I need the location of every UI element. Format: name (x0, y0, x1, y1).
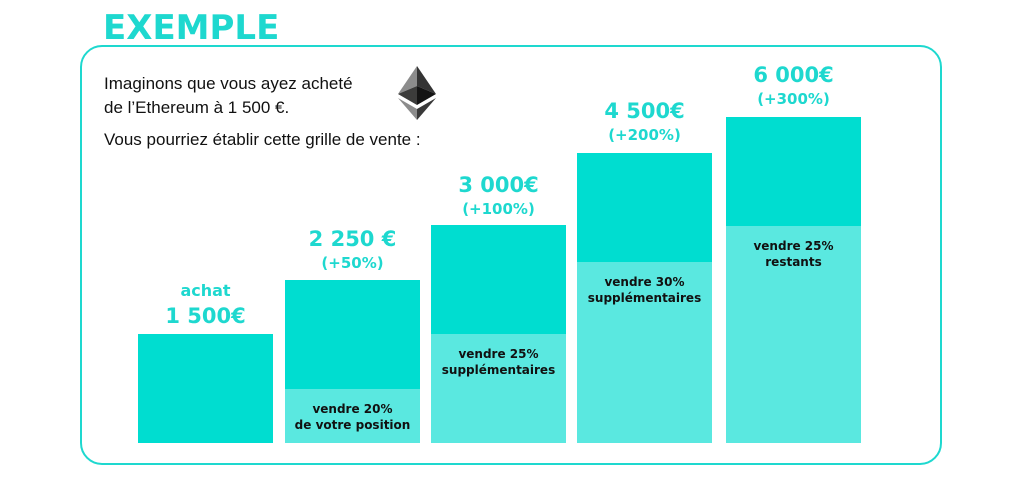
step-amount-0: 1 500€ (165, 304, 246, 328)
intro-line-2: de l’Ethereum à 1 500 €. (104, 98, 290, 117)
step-price-0: achat 1 500€ (138, 279, 273, 329)
step-percent-3: (+200%) (608, 126, 681, 144)
step-bar-0 (138, 334, 273, 443)
step-amount-1: 2 250 € (308, 227, 397, 251)
step-price-2: 3 000€ (+100%) (431, 172, 566, 220)
step-bar-top-0 (138, 334, 273, 443)
step-label-0: achat (180, 281, 231, 300)
intro-line-3: Vous pourriez établir cette grille de ve… (104, 130, 421, 149)
page-title: EXEMPLE (103, 8, 280, 48)
step-sell-2: vendre 25% supplémentaires (441, 347, 556, 377)
step-bar-4: vendre 25% restants (726, 117, 861, 443)
step-price-1: 2 250 € (+50%) (285, 226, 420, 274)
step-bar-top-2 (431, 225, 566, 334)
step-sell-4: vendre 25% restants (753, 239, 834, 269)
step-amount-3: 4 500€ (604, 99, 685, 123)
step-price-4: 6 000€ (+300%) (726, 62, 861, 110)
step-price-3: 4 500€ (+200%) (577, 98, 712, 146)
example-panel (80, 45, 942, 465)
step-bar-bottom-1: vendre 20% de votre position (285, 389, 420, 443)
step-amount-2: 3 000€ (458, 173, 539, 197)
step-bar-3: vendre 30% supplémentaires (577, 153, 712, 443)
intro-line-1: Imaginons que vous ayez acheté (104, 74, 353, 93)
step-bar-2: vendre 25% supplémentaires (431, 225, 566, 443)
step-sell-1: vendre 20% de votre position (294, 402, 411, 432)
step-bar-top-3 (577, 153, 712, 262)
ethereum-icon (398, 66, 436, 120)
step-sell-3: vendre 30% supplémentaires (587, 275, 702, 305)
intro-text: Imaginons que vous ayez acheté de l’Ethe… (104, 72, 353, 120)
step-bar-bottom-4: vendre 25% restants (726, 226, 861, 443)
step-bar-1: vendre 20% de votre position (285, 280, 420, 443)
step-bar-bottom-3: vendre 30% supplémentaires (577, 262, 712, 443)
step-bar-top-1 (285, 280, 420, 389)
step-amount-4: 6 000€ (753, 63, 834, 87)
step-bar-top-4 (726, 117, 861, 226)
step-percent-1: (+50%) (321, 254, 384, 272)
step-percent-2: (+100%) (462, 200, 535, 218)
step-bar-bottom-2: vendre 25% supplémentaires (431, 334, 566, 443)
step-percent-4: (+300%) (757, 90, 830, 108)
